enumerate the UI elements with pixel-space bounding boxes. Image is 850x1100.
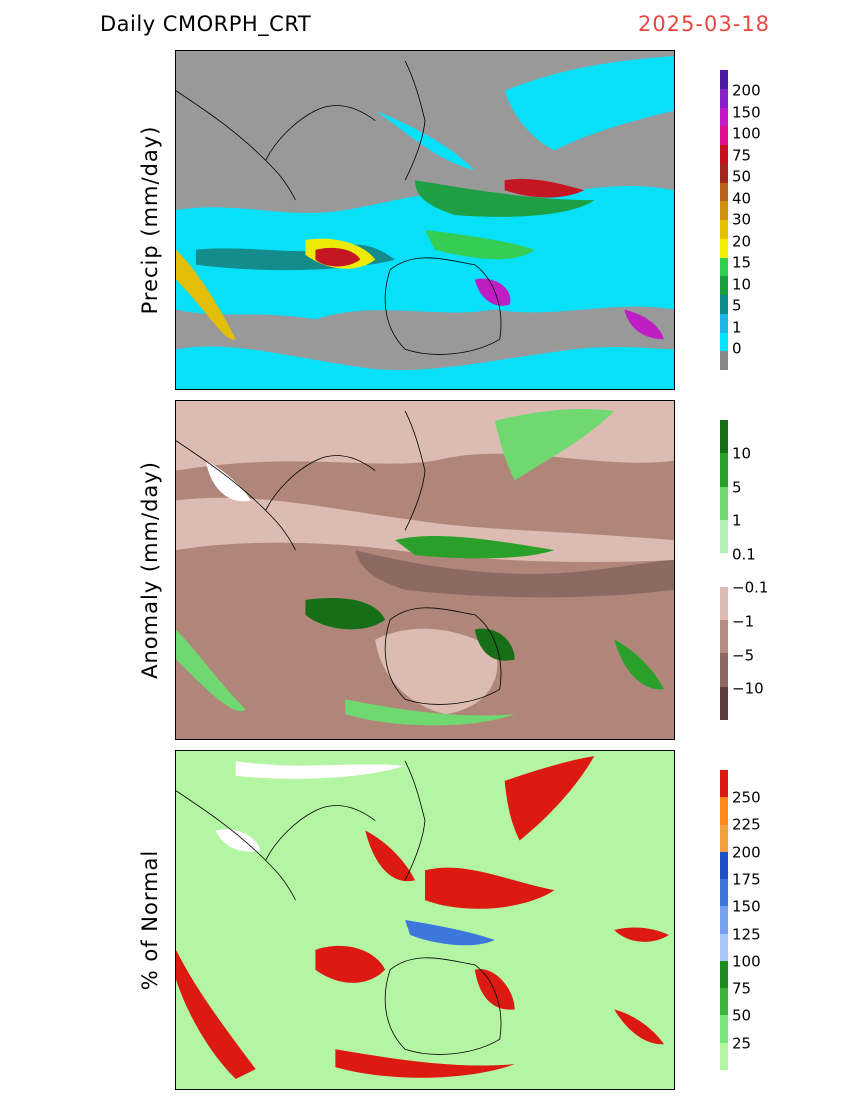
anomaly-colorbar-segment xyxy=(720,420,728,454)
anomaly-colorbar-segment xyxy=(720,653,728,687)
anomaly-colorbar-segment xyxy=(720,453,728,487)
percent-colorbar-label: 50 xyxy=(732,1006,752,1025)
percent-colorbar-label: 75 xyxy=(732,979,752,998)
percent-colorbar-segment xyxy=(720,824,728,852)
precip-colorbar-label: 0 xyxy=(732,339,742,358)
percent-colorbar-label: 125 xyxy=(732,925,761,943)
percent-map-graphic xyxy=(176,751,674,1089)
anomaly-colorbar-segment xyxy=(720,553,728,587)
anomaly-colorbar-label: −1 xyxy=(732,612,755,631)
percent-colorbar-segment xyxy=(720,1015,728,1043)
precip-colorbar-label: 1 xyxy=(732,318,742,336)
precip-colorbar-label: 5 xyxy=(732,296,742,315)
percent-colorbar-segment xyxy=(720,770,728,798)
precip-colorbar xyxy=(720,70,728,370)
precip-colorbar-label: 50 xyxy=(732,167,752,186)
precip-colorbar-label: 15 xyxy=(732,253,752,272)
precip-colorbar-segment xyxy=(720,145,728,164)
anomaly-colorbar-label: 10 xyxy=(732,444,752,463)
anomaly-colorbar-label: 5 xyxy=(732,478,742,497)
precip-colorbar-segment xyxy=(720,351,728,370)
anomaly-colorbar xyxy=(720,420,728,720)
precip-colorbar-label: 10 xyxy=(732,275,752,293)
precip-colorbar-label: 100 xyxy=(732,124,761,143)
percent-colorbar-label: 150 xyxy=(732,897,761,916)
precip-map-graphic xyxy=(176,51,674,389)
percent-colorbar-segment xyxy=(720,1042,728,1070)
precip-colorbar-label: 150 xyxy=(732,103,761,121)
percent-colorbar-segment xyxy=(720,797,728,825)
precip-colorbar-label: 20 xyxy=(732,232,752,250)
precip-colorbar-segment xyxy=(720,201,728,220)
precip-colorbar-segment xyxy=(720,220,728,239)
percent-colorbar-label: 175 xyxy=(732,870,761,889)
percent-colorbar-segment xyxy=(720,933,728,961)
anomaly-colorbar-label: −5 xyxy=(732,646,755,665)
anomaly-colorbar-segment xyxy=(720,586,728,620)
anomaly-colorbar-label: 0.1 xyxy=(732,545,756,564)
date-label: 2025-03-18 xyxy=(637,12,770,36)
precip-colorbar-label: 200 xyxy=(732,81,761,100)
anomaly-colorbar-segment xyxy=(720,486,728,520)
percent-colorbar-label: 200 xyxy=(732,843,761,862)
precip-colorbar-segment xyxy=(720,126,728,145)
anomaly-colorbar-segment xyxy=(720,519,728,554)
anomaly-map xyxy=(175,400,675,740)
percent-colorbar-segment xyxy=(720,879,728,907)
percent-colorbar-label: 250 xyxy=(732,788,761,807)
anomaly-colorbar-label: 1 xyxy=(732,511,742,530)
precip-colorbar-segment xyxy=(720,182,728,202)
percent-colorbar xyxy=(720,770,728,1070)
percent-colorbar-label: 225 xyxy=(732,815,761,834)
precip-colorbar-segment xyxy=(720,257,728,277)
percent-colorbar-label: 100 xyxy=(732,952,761,971)
percent-colorbar-segment xyxy=(720,960,728,989)
precip-colorbar-segment xyxy=(720,70,728,89)
anomaly-colorbar-segment xyxy=(720,619,728,654)
product-title: Daily CMORPH_CRT xyxy=(100,12,312,36)
anomaly-colorbar-label: −10 xyxy=(732,679,764,698)
precip-map xyxy=(175,50,675,390)
percent-colorbar-segment xyxy=(720,851,728,880)
percent-colorbar-label: 25 xyxy=(732,1034,752,1053)
precip-colorbar-segment xyxy=(720,88,728,108)
percent-map xyxy=(175,750,675,1090)
precip-colorbar-label: 30 xyxy=(732,210,752,229)
precip-colorbar-segment xyxy=(720,276,728,295)
percent-colorbar-segment xyxy=(720,906,728,934)
anomaly-map-graphic xyxy=(176,401,674,739)
precip-colorbar-segment xyxy=(720,332,728,352)
precip-colorbar-segment xyxy=(720,238,728,258)
precip-colorbar-label: 40 xyxy=(732,189,752,207)
precip-colorbar-segment xyxy=(720,107,728,127)
precip-colorbar-label: 75 xyxy=(732,146,752,164)
anomaly-colorbar-segment xyxy=(720,686,728,720)
precip-colorbar-segment xyxy=(720,295,728,314)
precip-colorbar-segment xyxy=(720,313,728,333)
anomaly-colorbar-label: −0.1 xyxy=(732,578,769,597)
precip-colorbar-segment xyxy=(720,163,728,183)
percent-colorbar-segment xyxy=(720,988,728,1016)
